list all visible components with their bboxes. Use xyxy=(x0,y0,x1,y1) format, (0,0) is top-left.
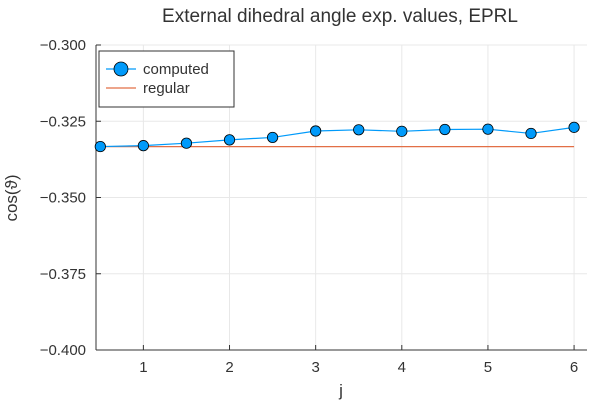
y-tick-label: −0.300 xyxy=(40,37,86,54)
series-computed-point xyxy=(396,125,408,137)
x-tick-label: 4 xyxy=(398,359,406,376)
y-tick-label: −0.325 xyxy=(40,113,86,130)
legend: computed regular xyxy=(98,50,235,108)
tick-layer: 1 2 3 4 5 6 −0.400 −0.375 −0.350 −0.325 −0.300 xyxy=(40,37,579,376)
x-tick-label: 5 xyxy=(484,359,492,376)
y-axis-label: cos(ϑ) xyxy=(2,174,21,221)
series-computed-point xyxy=(137,140,149,152)
y-tick-label: −0.350 xyxy=(40,190,86,207)
series-computed-point xyxy=(223,134,236,146)
x-tick-label: 6 xyxy=(570,359,578,376)
series-computed-point xyxy=(525,127,537,140)
series-computed-point xyxy=(568,121,580,133)
legend-label-computed: computed xyxy=(143,61,209,78)
legend-box xyxy=(98,50,235,108)
legend-computed-marker xyxy=(113,61,129,77)
x-tick-label: 3 xyxy=(311,359,319,376)
legend-label-regular: regular xyxy=(143,80,190,97)
x-tick-label: 2 xyxy=(225,359,233,376)
series-computed-point xyxy=(310,125,322,137)
series-computed-point xyxy=(180,137,193,149)
x-tick-label: 1 xyxy=(139,359,147,376)
series-computed-point xyxy=(94,140,106,153)
series-computed-point xyxy=(439,123,451,136)
x-axis-label: j xyxy=(338,381,343,400)
y-tick-label: −0.375 xyxy=(40,266,86,283)
series-computed-point xyxy=(482,123,494,135)
series-computed-point xyxy=(353,124,365,136)
chart-title: External dihedral angle exp. values, EPR… xyxy=(162,6,518,27)
y-tick-label: −0.400 xyxy=(40,342,86,359)
series-computed-line xyxy=(100,126,575,148)
series-computed-point xyxy=(266,131,279,144)
series-layer xyxy=(94,121,580,153)
